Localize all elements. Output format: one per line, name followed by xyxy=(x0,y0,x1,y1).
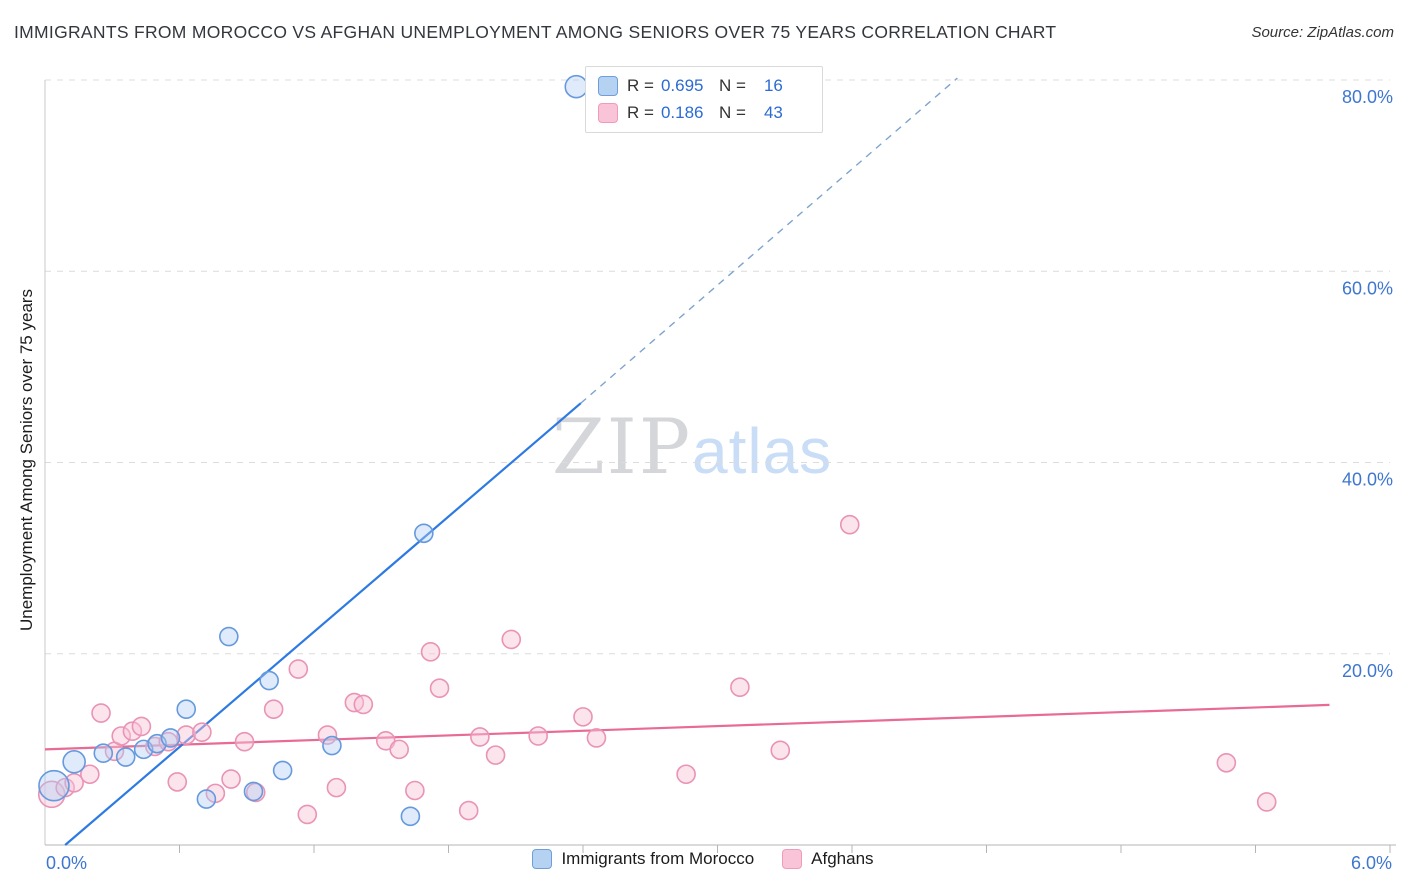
scatter-point-immigrants-from-morocco xyxy=(160,728,181,748)
r-label: R = xyxy=(627,103,654,122)
y-axis-tick-label: 20.0% xyxy=(1342,661,1393,681)
scatter-point-immigrants-from-morocco xyxy=(93,743,114,764)
scatter-point-afghans xyxy=(234,731,255,752)
scatter-point-afghans xyxy=(111,726,132,746)
scatter-point-immigrants-from-morocco xyxy=(322,735,342,756)
y-axis-tick-label: 40.0% xyxy=(1342,470,1393,490)
scatter-point-immigrants-from-morocco xyxy=(272,760,293,781)
trend-line xyxy=(64,402,582,846)
scatter-point-afghans xyxy=(263,699,284,720)
y-axis-tick-label: 80.0% xyxy=(1342,87,1393,107)
scatter-point-afghans xyxy=(353,694,374,715)
scatter-point-afghans xyxy=(1256,792,1277,812)
r-label: R = xyxy=(627,76,654,95)
legend-item-afghans: Afghans xyxy=(782,849,874,869)
scatter-point-afghans xyxy=(297,804,318,825)
scatter-point-afghans xyxy=(573,707,593,727)
scatter-point-immigrants-from-morocco xyxy=(115,747,136,767)
afghans-legend-label: Afghans xyxy=(811,849,874,868)
series-legend: Immigrants from Morocco Afghans xyxy=(0,849,1406,869)
scatter-point-afghans xyxy=(326,777,347,798)
scatter-point-afghans xyxy=(192,722,212,742)
scatter-point-afghans xyxy=(91,703,111,723)
scatter-point-afghans xyxy=(676,764,696,785)
scatter-point-afghans xyxy=(317,725,338,745)
morocco-legend-swatch xyxy=(532,849,553,869)
scatter-point-immigrants-from-morocco xyxy=(259,670,279,691)
scatter-point-afghans xyxy=(501,629,522,650)
y-axis-tick-label: 60.0% xyxy=(1342,278,1393,298)
scatter-point-afghans xyxy=(470,727,490,747)
scatter-point-afghans xyxy=(485,745,506,765)
scatter-point-afghans xyxy=(458,800,479,821)
trend-line xyxy=(44,703,1330,751)
stats-row-morocco: R = 0.695 N = 16 xyxy=(598,76,808,96)
scatter-point-afghans xyxy=(730,677,750,698)
y-axis-title: Unemployment Among Seniors over 75 years xyxy=(17,288,36,632)
n-label: N = xyxy=(718,103,746,122)
morocco-swatch xyxy=(598,76,618,96)
n-value-morocco: 16 xyxy=(763,76,783,95)
scatter-point-immigrants-from-morocco xyxy=(414,523,434,544)
scatter-point-afghans xyxy=(167,772,188,792)
scatter-point-afghans xyxy=(176,725,197,745)
legend-item-morocco: Immigrants from Morocco xyxy=(532,849,754,869)
scatter-point-immigrants-from-morocco xyxy=(400,806,421,827)
trend-line-extension xyxy=(580,77,958,404)
n-label: N = xyxy=(718,76,746,95)
scatter-point-afghans xyxy=(839,514,860,535)
afghans-legend-swatch xyxy=(782,849,803,869)
watermark: ZIP atlas xyxy=(552,402,832,491)
scatter-point-immigrants-from-morocco xyxy=(62,750,86,774)
scatter-point-afghans xyxy=(1216,752,1237,773)
scatter-point-afghans xyxy=(122,721,143,742)
scatter-point-afghans xyxy=(528,726,548,746)
scatter-point-afghans xyxy=(131,716,152,737)
scatter-point-immigrants-from-morocco xyxy=(243,781,264,802)
morocco-legend-label: Immigrants from Morocco xyxy=(561,849,755,868)
scatter-point-afghans xyxy=(80,764,100,785)
x-axis-tick-label: 0.0% xyxy=(46,853,87,873)
scatter-point-afghans xyxy=(586,728,607,748)
source-attribution: Source: ZipAtlas.com xyxy=(1251,24,1394,41)
partially-hidden-point xyxy=(564,74,589,99)
correlation-stats-box: R = 0.695 N = 16 R = 0.186 N = 43 xyxy=(585,66,823,133)
n-value-afghans: 43 xyxy=(763,103,783,122)
afghans-swatch xyxy=(598,103,618,123)
watermark-zip: ZIP xyxy=(552,402,692,491)
watermark-atlas: atlas xyxy=(691,415,833,487)
scatter-point-immigrants-from-morocco xyxy=(219,626,239,647)
scatter-point-afghans xyxy=(420,642,441,662)
scatter-point-immigrants-from-morocco xyxy=(38,769,70,802)
scatter-point-afghans xyxy=(389,739,409,760)
x-axis-tick-label: 6.0% xyxy=(1351,853,1392,873)
scatter-point-immigrants-from-morocco xyxy=(196,789,217,809)
stats-row-afghans: R = 0.186 N = 43 xyxy=(598,103,808,123)
scatter-point-immigrants-from-morocco xyxy=(176,699,197,720)
scatter-point-afghans xyxy=(221,769,241,789)
scatter-point-afghans xyxy=(770,740,791,761)
r-value-afghans: 0.186 xyxy=(660,103,704,122)
scatter-point-afghans xyxy=(405,780,425,801)
r-value-morocco: 0.695 xyxy=(660,76,704,95)
scatter-point-afghans xyxy=(429,678,450,698)
page-title: IMMIGRANTS FROM MOROCCO VS AFGHAN UNEMPL… xyxy=(14,22,1057,42)
scatter-point-afghans xyxy=(288,659,309,679)
